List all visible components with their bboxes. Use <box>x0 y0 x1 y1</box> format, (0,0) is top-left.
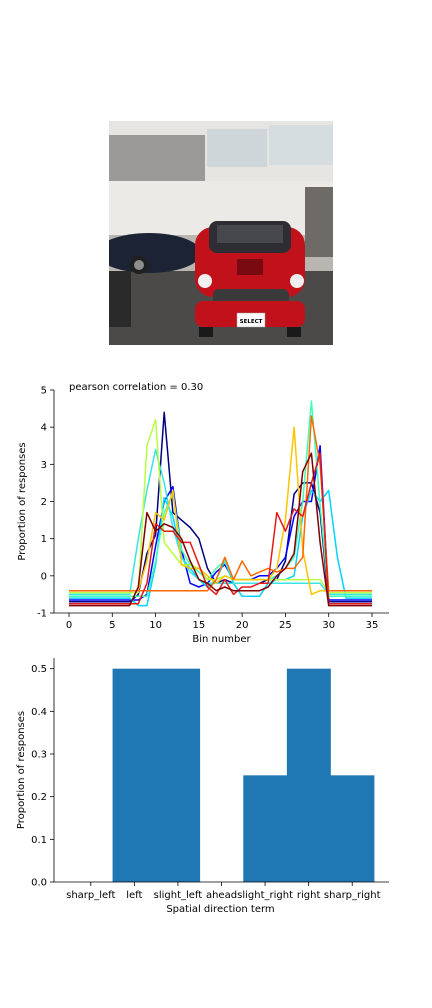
bar <box>112 668 157 882</box>
x-tick-label: ahead <box>206 890 237 901</box>
x-axis-label: Bin number <box>192 634 251 645</box>
line-chart: -1 0 1 2 3 4 5 0 5 10 15 20 25 30 35 pearson correlatio… <box>17 382 389 645</box>
y-tick-label: 0.2 <box>31 792 47 803</box>
series-line <box>69 452 372 605</box>
bar <box>243 775 288 882</box>
y-tick-label: 5 <box>41 386 47 397</box>
y-tick-label: 0.5 <box>31 664 47 675</box>
y-tick-label: -1 <box>37 609 47 620</box>
x-tick-label: slight_left <box>154 890 203 901</box>
y-tick-label: 1 <box>41 534 47 545</box>
x-tick-label: 25 <box>279 620 292 631</box>
bar <box>286 668 331 882</box>
x-tick-label: 20 <box>236 620 249 631</box>
license-plate-text: SELECT <box>240 319 263 325</box>
y-tick-label: 0 <box>41 571 47 582</box>
bar <box>156 668 201 882</box>
series-line <box>69 452 372 607</box>
series-line <box>69 400 372 598</box>
y-tick-label: 0.0 <box>31 878 47 889</box>
x-tick-label: sharp_right <box>324 890 381 901</box>
y-tick-label: 4 <box>41 423 47 434</box>
showroom-car-photo: SELECT <box>109 121 333 345</box>
x-tick-label: right <box>297 890 321 901</box>
y-axis-label: Proportion of responses <box>17 442 28 560</box>
y-tick-label: 0.4 <box>31 707 47 718</box>
x-tick-label: 15 <box>192 620 205 631</box>
y-tick-label: 0.1 <box>31 835 47 846</box>
x-tick-label: 35 <box>366 620 379 631</box>
bar-chart: 0.0 0.1 0.2 0.3 0.4 0.5 sharp_left left slight_l… <box>16 658 389 915</box>
x-axis-label: Spatial direction term <box>166 904 274 915</box>
x-tick-label: 0 <box>66 620 72 631</box>
series-line <box>69 418 372 594</box>
x-tick-label: 10 <box>149 620 162 631</box>
x-tick-label: 5 <box>109 620 115 631</box>
x-tick-label: left <box>126 890 142 901</box>
chart-title: pearson correlation = 0.30 <box>69 382 203 393</box>
bar <box>330 775 375 882</box>
x-tick-label: 30 <box>322 620 335 631</box>
y-tick-label: 0.3 <box>31 750 47 761</box>
y-tick-label: 2 <box>41 497 47 508</box>
x-tick-label: slight_right <box>237 890 293 901</box>
y-tick-label: 3 <box>41 460 47 471</box>
series-line <box>69 448 372 596</box>
x-tick-label: sharp_left <box>66 890 115 901</box>
y-axis-label: Proportion of responses <box>16 711 27 829</box>
